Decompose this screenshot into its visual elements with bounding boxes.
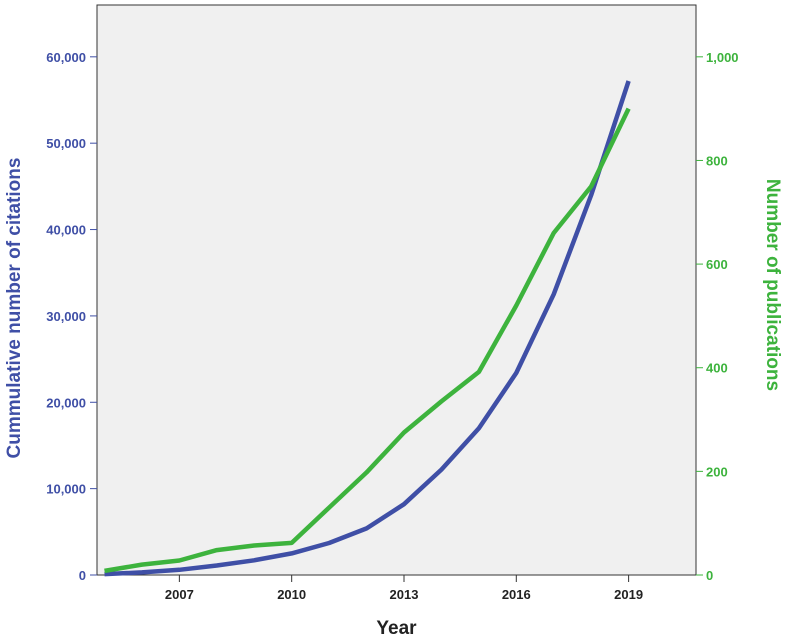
y-tick-label-left: 10,000	[46, 482, 86, 497]
y-tick-label-right: 400	[706, 361, 728, 376]
y-tick-label-left: 30,000	[46, 309, 86, 324]
y-tick-label-right: 1,000	[706, 50, 739, 65]
plot-area	[96, 4, 697, 576]
left-axis: 0 10,000 20,000 30,000 40,000 50,000 60,000	[46, 50, 97, 583]
y-tick-label-left: 50,000	[46, 136, 86, 151]
x-tick-label: 2010	[277, 587, 306, 602]
x-axis-title: Year	[376, 618, 417, 638]
y-tick-label-left: 60,000	[46, 50, 86, 65]
y-tick-label-left: 20,000	[46, 395, 86, 410]
y-tick-label-right: 0	[706, 568, 713, 583]
series-layer	[104, 80, 631, 577]
y-tick-label-left: 40,000	[46, 223, 86, 238]
x-tick-label: 2016	[502, 587, 531, 602]
x-axis: 2007 2010 2013 2016 2019	[165, 575, 643, 602]
y-axis-title-right: Number of publications	[762, 179, 783, 391]
right-axis: 0 200 400 600 800 1,000	[696, 50, 739, 583]
y-tick-label-right: 600	[706, 257, 728, 272]
y-tick-label-right: 800	[706, 153, 728, 168]
y-tick-label-left: 0	[79, 568, 86, 583]
x-tick-label: 2007	[165, 587, 194, 602]
series-line-publications	[104, 107, 631, 574]
x-tick-label: 2013	[390, 587, 419, 602]
y-axis-title-left: Cummulative number of citations	[4, 158, 25, 459]
y-tick-label-right: 200	[706, 464, 728, 479]
x-tick-label: 2019	[614, 587, 643, 602]
series-line-citations	[104, 80, 631, 577]
